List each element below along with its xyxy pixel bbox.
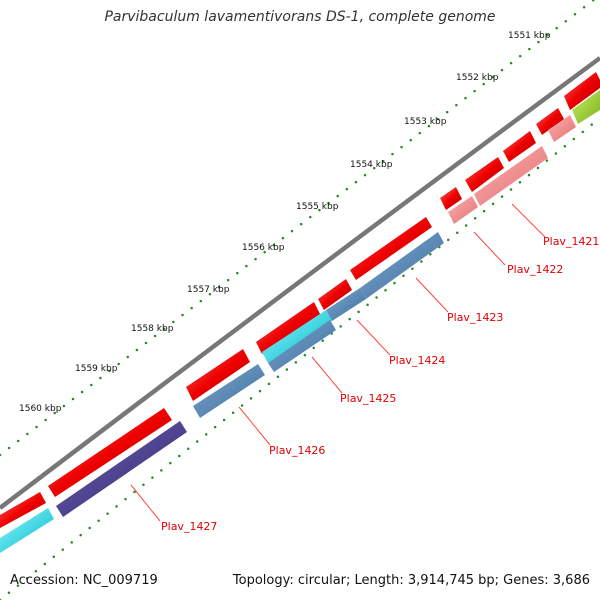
cog-bar-darkblue[interactable] bbox=[56, 421, 187, 517]
tick-label-1551: 1551 kbp bbox=[508, 31, 551, 41]
forward-gene-arrow[interactable] bbox=[0, 492, 46, 528]
accession-text: Accession: NC_009719 bbox=[10, 573, 158, 588]
forward-gene-arrow[interactable] bbox=[465, 157, 504, 192]
gene-label-plav-1424[interactable]: Plav_1424 bbox=[389, 354, 445, 367]
tick-label-1556: 1556 kbp bbox=[242, 243, 285, 253]
cog-bar-lightred[interactable] bbox=[548, 115, 576, 142]
tick-label-1558: 1558 kbp bbox=[131, 324, 174, 334]
forward-gene-arrow[interactable] bbox=[318, 279, 352, 310]
cog-bar-cyan[interactable] bbox=[262, 310, 332, 363]
leader-line bbox=[311, 356, 343, 394]
forward-gene-arrow[interactable] bbox=[440, 187, 462, 210]
gene-labels: Plav_1421 Plav_1422 Plav_1423 Plav_1424 … bbox=[161, 235, 599, 533]
forward-strand-genes bbox=[0, 72, 600, 528]
leader-line bbox=[130, 484, 161, 522]
map-title: Parvibaculum lavamentivorans DS-1, compl… bbox=[104, 9, 496, 25]
tick-label-1552: 1552 kbp bbox=[456, 73, 499, 83]
tick-label-1554: 1554 kbp bbox=[350, 160, 393, 170]
cog-bar-steelblue[interactable] bbox=[268, 320, 336, 372]
genome-summary-text: Topology: circular; Length: 3,914,745 bp… bbox=[232, 573, 590, 588]
gene-label-plav-1425[interactable]: Plav_1425 bbox=[340, 392, 396, 405]
cog-bar-lightred[interactable] bbox=[448, 196, 478, 224]
ruler-dots bbox=[0, 0, 596, 457]
gene-label-plav-1423[interactable]: Plav_1423 bbox=[447, 311, 503, 324]
forward-gene-arrow[interactable] bbox=[536, 108, 564, 135]
forward-gene-arrow[interactable] bbox=[256, 302, 320, 354]
gene-label-plav-1422[interactable]: Plav_1422 bbox=[507, 263, 563, 276]
inner-tick-ruler bbox=[0, 116, 600, 600]
tick-label-1555: 1555 kbp bbox=[296, 202, 339, 212]
tick-label-1560: 1560 kbp bbox=[19, 404, 62, 414]
forward-gene-arrow[interactable] bbox=[186, 349, 250, 401]
tick-label-1553: 1553 kbp bbox=[404, 117, 447, 127]
cog-category-bars bbox=[0, 90, 600, 553]
cog-bar-cyan[interactable] bbox=[0, 508, 54, 553]
gene-label-plav-1421[interactable]: Plav_1421 bbox=[543, 235, 599, 248]
forward-gene-arrow[interactable] bbox=[503, 131, 536, 162]
forward-gene-arrow[interactable] bbox=[564, 72, 600, 110]
tick-label-1559: 1559 kbp bbox=[75, 364, 118, 374]
leader-line bbox=[473, 231, 506, 266]
cog-bar-steelblue[interactable] bbox=[360, 232, 444, 299]
leader-line bbox=[356, 319, 391, 356]
forward-gene-arrow[interactable] bbox=[350, 217, 432, 280]
cog-bar-steelblue[interactable] bbox=[326, 288, 366, 321]
leader-line bbox=[238, 406, 271, 446]
cog-bar-yellowgreen[interactable] bbox=[572, 90, 600, 124]
gene-label-plav-1426[interactable]: Plav_1426 bbox=[269, 444, 325, 457]
ruler-labels: 1551 kbp 1552 kbp 1553 kbp 1554 kbp 1555… bbox=[19, 31, 551, 414]
genome-backbone bbox=[0, 56, 600, 510]
leader-line bbox=[511, 203, 546, 238]
forward-gene-arrow[interactable] bbox=[48, 408, 172, 497]
leader-line bbox=[415, 277, 449, 313]
cog-bar-steelblue[interactable] bbox=[193, 364, 265, 418]
gene-label-plav-1427[interactable]: Plav_1427 bbox=[161, 520, 217, 533]
tick-label-1557: 1557 kbp bbox=[187, 285, 230, 295]
cog-bar-lightred[interactable] bbox=[474, 146, 548, 206]
label-leader-lines bbox=[130, 203, 546, 522]
